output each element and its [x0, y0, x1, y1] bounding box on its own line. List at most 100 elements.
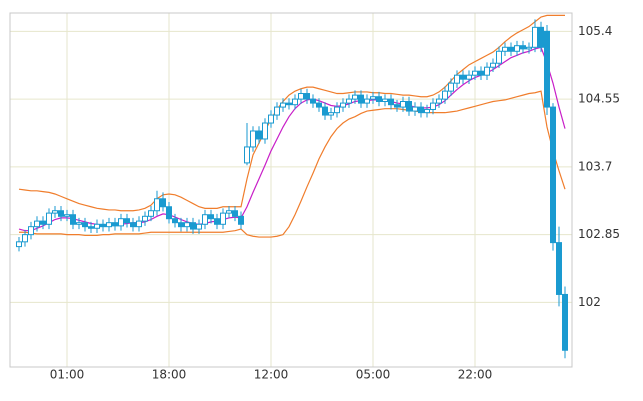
- candle-body: [52, 210, 58, 214]
- candle-body: [184, 222, 190, 228]
- candle-body: [220, 212, 226, 225]
- candle-body: [550, 106, 556, 244]
- candle-body: [262, 122, 268, 140]
- candle-body: [406, 101, 412, 112]
- plot-area: [16, 14, 568, 359]
- candle-body: [466, 74, 472, 80]
- candle-body: [364, 98, 370, 104]
- candle-body: [268, 114, 274, 124]
- candle-body: [298, 93, 304, 100]
- candle-body: [250, 130, 256, 148]
- y-tick-label: 102: [578, 295, 601, 309]
- candle-body: [508, 46, 514, 52]
- candle-body: [190, 222, 196, 230]
- candle-body: [112, 222, 118, 227]
- candle-body: [484, 66, 490, 76]
- candle-body: [124, 218, 130, 224]
- candle-body: [202, 214, 208, 225]
- candle-body: [70, 214, 76, 225]
- candle-body: [88, 226, 94, 229]
- candle-body: [22, 234, 28, 243]
- plot-frame: [9, 12, 573, 368]
- candle-body: [34, 220, 40, 228]
- candle-body: [256, 130, 262, 140]
- candle-body: [16, 241, 22, 248]
- candle-body: [412, 106, 418, 112]
- candle-body: [166, 206, 172, 220]
- candle-body: [238, 215, 244, 225]
- candle-body: [370, 96, 376, 100]
- candle-body: [328, 112, 334, 116]
- candle-body: [46, 212, 52, 225]
- candle-body: [208, 214, 214, 220]
- candle-body: [196, 223, 202, 230]
- candle-body: [172, 218, 178, 224]
- candle-body: [154, 198, 160, 212]
- indicator-line: [19, 90, 566, 238]
- candle-body: [334, 106, 340, 114]
- candle-body: [310, 98, 316, 104]
- indicator-line: [18, 14, 565, 212]
- candle-body: [28, 226, 34, 236]
- candle-body: [460, 74, 466, 80]
- y-tick-label: 103.7: [578, 159, 612, 173]
- candle-body: [400, 101, 406, 108]
- candle-body: [454, 74, 460, 84]
- candle-body: [148, 210, 154, 217]
- candle-body: [472, 70, 478, 76]
- candle-body: [418, 106, 424, 114]
- candle-body: [352, 94, 358, 100]
- y-tick-label: 102.85: [578, 227, 620, 241]
- candle-body: [526, 46, 532, 50]
- candle-body: [82, 222, 88, 228]
- candle-body: [502, 46, 508, 52]
- candle-body: [340, 102, 346, 108]
- candle-body: [286, 102, 292, 106]
- candle-body: [118, 218, 124, 227]
- candle-body: [532, 26, 538, 48]
- candle-body: [382, 98, 388, 103]
- candle-body: [496, 50, 502, 64]
- candle-body: [142, 215, 148, 222]
- candle-body: [478, 70, 484, 76]
- candle-body: [556, 242, 562, 295]
- candle-body: [388, 98, 394, 106]
- candle-body: [292, 98, 298, 106]
- candle-body: [274, 106, 280, 116]
- x-tick-label: 05:00: [356, 368, 391, 382]
- x-tick-label: 18:00: [152, 368, 187, 382]
- candle-body: [136, 220, 142, 228]
- candle-body: [130, 222, 136, 228]
- x-tick-label: 12:00: [254, 368, 289, 382]
- y-tick-label: 104.55: [578, 92, 620, 106]
- candle-body: [538, 26, 544, 48]
- candle-body: [514, 45, 520, 52]
- x-tick-label: 22:00: [458, 368, 493, 382]
- candle-body: [394, 104, 400, 108]
- candle-body: [40, 220, 46, 225]
- candle-body: [214, 218, 220, 225]
- candle-body: [58, 210, 64, 217]
- candle-body: [562, 293, 568, 351]
- candle-body: [490, 62, 496, 68]
- candle-body: [232, 210, 238, 217]
- candle-body: [100, 223, 106, 228]
- candle-body: [64, 214, 70, 217]
- candle-body: [358, 94, 364, 104]
- candle-body: [448, 82, 454, 92]
- candle-body: [346, 98, 352, 104]
- candle-body: [442, 90, 448, 100]
- candle-body: [520, 45, 526, 50]
- candle-body: [304, 93, 310, 100]
- candle-body: [94, 223, 100, 229]
- candle-body: [430, 102, 436, 110]
- candle-body: [226, 210, 232, 214]
- x-tick-label: 01:00: [50, 368, 85, 382]
- candle-body: [316, 102, 322, 108]
- candle-body: [376, 96, 382, 103]
- candle-body: [424, 108, 430, 114]
- grid: [10, 13, 572, 367]
